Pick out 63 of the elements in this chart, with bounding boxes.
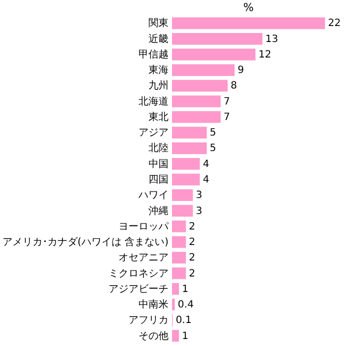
bar [172, 204, 193, 217]
data-label: 2 [188, 237, 196, 248]
y-tick-label: 関東 [148, 17, 168, 30]
bar [172, 158, 200, 170]
y-tick-label: 北海道 [138, 95, 168, 108]
bar [172, 330, 179, 342]
y-tick-label: アジア [138, 128, 168, 139]
y-tick-label: 四国 [148, 174, 168, 186]
y-tick-label: アフリカ [128, 315, 168, 326]
bar [172, 80, 228, 92]
y-tick-label: 北陸 [148, 142, 168, 154]
y-tick-label: 中国 [148, 158, 168, 170]
y-tick-label: 甲信越 [138, 48, 168, 60]
y-tick-label: オセアニア [118, 252, 168, 264]
y-tick-label: 中南米 [138, 298, 168, 311]
data-label: 5 [210, 143, 216, 154]
y-tick-label: ミクロネシア [108, 268, 168, 280]
bar [172, 283, 179, 295]
bar [172, 64, 235, 76]
y-tick-label: ハワイ [138, 190, 168, 202]
bar [172, 236, 186, 248]
data-label: 7 [224, 112, 230, 123]
bar [172, 126, 207, 138]
data-label: 4 [202, 158, 210, 170]
y-tick-label: ヨーロッパ [118, 221, 170, 232]
bar [172, 252, 186, 264]
data-label: 0.1 [176, 315, 192, 326]
y-tick-label: 東北 [148, 110, 168, 123]
bar [172, 17, 325, 30]
y-tick-label: アメリカ･カナダ(ハワイは 含まない) [2, 236, 169, 248]
data-label: 3 [196, 190, 202, 202]
y-tick-label: 九州 [148, 80, 168, 92]
bar [172, 48, 256, 60]
data-label: 2 [188, 268, 196, 280]
data-label: 3 [196, 206, 202, 217]
data-label: 13 [265, 34, 278, 45]
data-label: 8 [230, 80, 238, 92]
data-label: 22 [328, 18, 341, 30]
bar [172, 111, 221, 123]
data-label: 0.4 [178, 300, 194, 311]
data-label: 2 [188, 221, 196, 232]
bar [172, 174, 200, 186]
data-label: 5 [210, 128, 216, 139]
bar [172, 267, 186, 280]
bar [172, 220, 186, 232]
y-tick-label: 近畿 [148, 32, 168, 45]
bar [172, 32, 262, 45]
bar [172, 298, 175, 310]
data-label: 1 [182, 330, 188, 342]
data-label: 9 [238, 65, 244, 76]
data-label: 4 [202, 174, 210, 186]
bar [172, 95, 221, 108]
bar [172, 142, 207, 154]
y-tick-label: 東海 [148, 64, 168, 76]
data-label: 2 [188, 252, 196, 264]
y-tick-label: アジアビーチ [108, 284, 168, 295]
bar [172, 189, 193, 201]
data-label: 1 [182, 284, 188, 295]
chart-title: % [243, 1, 254, 14]
data-label: 7 [224, 96, 230, 108]
y-tick-label: 沖縄 [148, 204, 168, 217]
y-tick-label: その他 [138, 330, 168, 342]
data-label: 12 [258, 49, 272, 60]
